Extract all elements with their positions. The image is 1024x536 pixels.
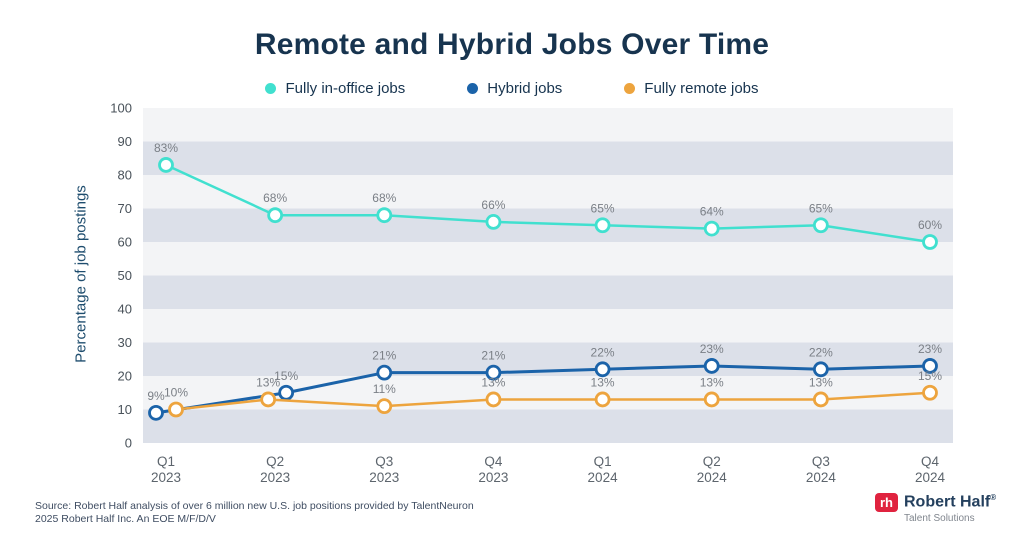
data-point-marker (376, 364, 393, 381)
data-point-marker (703, 220, 720, 237)
data-point-marker (485, 213, 502, 230)
source-note: Source: Robert Half analysis of over 6 m… (35, 500, 474, 526)
source-line-2: 2025 Robert Half Inc. An EOE M/F/D/V (35, 513, 216, 525)
data-point-label: 13% (809, 375, 833, 389)
legend-label-hybrid: Hybrid jobs (487, 80, 563, 97)
svg-text:30: 30 (118, 335, 132, 350)
svg-text:90: 90 (118, 134, 132, 149)
data-point-marker (922, 358, 938, 374)
legend-item-remote: Fully remote jobs (624, 80, 759, 97)
data-point-label: 13% (591, 375, 615, 389)
svg-text:20: 20 (118, 369, 132, 384)
series-hybrid-jobs: 9% 15% 21% 21% 22% 23% 22% 23% (147, 342, 942, 421)
data-point-marker (278, 384, 295, 401)
svg-text:40: 40 (118, 302, 132, 317)
data-point-marker (376, 398, 393, 415)
svg-text:10: 10 (118, 402, 132, 417)
data-point-label: 13% (700, 375, 724, 389)
legend-item-in-office: Fully in-office jobs (265, 80, 405, 97)
registered-mark: ® (990, 493, 997, 503)
data-point-marker (594, 391, 611, 408)
robert-half-logo: rh Robert Half® Talent Solutions (875, 493, 1005, 524)
data-point-label: 64% (700, 205, 724, 219)
legend-label-remote: Fully remote jobs (644, 80, 759, 97)
svg-text:0: 0 (125, 436, 132, 451)
series-fully-remote-jobs: 10%13% 11% 13% 13% 13% 13% 15% (164, 369, 942, 418)
svg-text:60: 60 (118, 235, 132, 250)
data-point-marker (922, 384, 938, 401)
data-point-label: 11% (373, 382, 396, 396)
logo-name: Robert Half® (904, 493, 997, 511)
data-point-marker (812, 217, 829, 234)
series-fully-in-office-jobs: 83% 68% 68% 66% 65% 64% 65% 60% (154, 141, 942, 250)
data-point-marker (158, 157, 174, 173)
svg-text:80: 80 (118, 168, 132, 183)
data-point-marker (594, 361, 611, 378)
data-point-marker (267, 207, 284, 224)
svg-text:70: 70 (118, 201, 132, 216)
data-point-marker (812, 361, 829, 378)
svg-text:100: 100 (110, 101, 132, 116)
legend-label-in-office: Fully in-office jobs (285, 80, 406, 97)
data-point-label: 23% (700, 342, 724, 356)
data-point-label: 21% (481, 349, 505, 363)
svg-text:50: 50 (118, 268, 132, 283)
data-point-marker (148, 404, 164, 421)
data-point-marker (485, 391, 502, 408)
data-point-label: 9% (147, 389, 165, 403)
data-point-label: 68% (263, 191, 287, 205)
data-point-label: 21% (372, 349, 396, 363)
page-title: Remote and Hybrid Jobs Over Time (254, 28, 770, 61)
data-point-marker (168, 401, 184, 418)
data-point-label: 65% (591, 201, 615, 215)
data-point-label: 83% (154, 141, 178, 155)
data-point-marker (485, 364, 502, 381)
data-point-label: 10% (164, 386, 188, 400)
data-point-label: 60% (918, 218, 942, 232)
legend-dot-in-office-icon (265, 83, 277, 94)
data-point-label: 13% (481, 375, 505, 389)
legend-dot-remote-icon (624, 83, 636, 94)
data-point-label: 22% (591, 345, 615, 359)
logo-tagline: Talent Solutions (904, 513, 975, 524)
legend-item-hybrid: Hybrid jobs (467, 80, 562, 97)
chart-legend: Fully in-office jobs Hybrid jobs Fully r… (0, 80, 1024, 97)
data-point-label: 15% (274, 369, 298, 383)
data-point-label: 68% (372, 191, 396, 205)
data-point-label: 23% (918, 342, 942, 356)
legend-dot-hybrid-icon (467, 83, 479, 94)
source-line-1: Source: Robert Half analysis of over 6 m… (35, 500, 474, 512)
data-point-label: 65% (809, 201, 833, 215)
y-axis-ticks: 0 10 20 30 40 50 60 70 80 90 100 (110, 101, 132, 451)
data-point-marker (703, 358, 720, 374)
data-point-label: 15% (918, 369, 942, 383)
data-point-marker (594, 217, 611, 234)
data-point-label: 22% (809, 345, 833, 359)
data-point-marker (376, 207, 393, 224)
data-point-label: 13% (256, 375, 280, 389)
data-point-marker (812, 391, 829, 408)
x-axis-ticks: Q1 2023 Q2 2023 Q3 2023 Q4 2023 Q1 2024 Q2 2024 Q3 20… (151, 454, 946, 485)
data-point-marker (260, 391, 277, 408)
data-point-label: 66% (481, 198, 505, 212)
robert-half-logo-icon: rh (875, 493, 898, 512)
data-point-marker (922, 234, 938, 250)
data-point-marker (703, 391, 720, 408)
